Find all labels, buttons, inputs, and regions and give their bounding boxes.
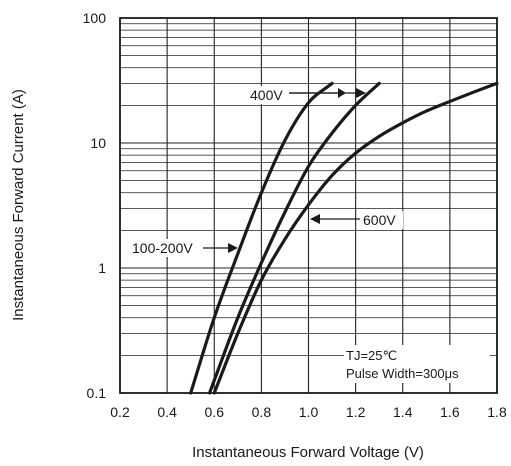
x-tick-label: 1.6	[440, 404, 460, 420]
plot-frame	[119, 17, 498, 394]
x-tick-label: 1.4	[393, 404, 413, 420]
y-tick-label: 10	[90, 135, 106, 151]
x-tick-label: 1.8	[487, 404, 507, 420]
label-400v-bg	[248, 86, 288, 104]
grid	[119, 18, 498, 394]
curves	[189, 81, 499, 395]
label-100-200v-bg	[130, 239, 202, 257]
series-line-100-200v	[189, 81, 334, 395]
x-tick-label: 0.4	[157, 404, 177, 420]
series-line-600v	[212, 81, 499, 395]
series-line-400v	[207, 81, 381, 395]
x-axis-label: Instantaneous Forward Voltage (V)	[192, 444, 424, 461]
x-tick-label: 1.0	[299, 404, 319, 420]
x-tick-label: 0.2	[110, 404, 130, 420]
label-600v-bg	[361, 211, 403, 229]
arrow-400v-b	[356, 88, 366, 98]
x-tick-label: 0.8	[252, 404, 272, 420]
label-600v: 600V	[363, 212, 396, 228]
arrow-600v	[310, 214, 320, 224]
arrow-100-200v	[228, 243, 238, 253]
y-tick-label: 0.1	[87, 385, 107, 401]
y-tick-label: 100	[83, 10, 107, 26]
conditions-bg	[344, 345, 490, 383]
y-tick-labels: 0.1 1 10 100	[83, 10, 107, 401]
condition-tj: TJ=25℃	[346, 348, 397, 363]
y-tick-label: 1	[98, 260, 106, 276]
condition-pulse-width: Pulse Width=300μs	[346, 366, 459, 381]
x-tick-label: 0.6	[205, 404, 225, 420]
label-100-200v: 100-200V	[132, 240, 193, 256]
x-tick-labels: 0.2 0.4 0.6 0.8 1.0 1.2 1.4 1.6 1.8	[110, 404, 507, 420]
label-400v: 400V	[250, 87, 283, 103]
x-tick-label: 1.2	[346, 404, 366, 420]
y-axis-label: Instantaneous Forward Current (A)	[10, 89, 27, 321]
